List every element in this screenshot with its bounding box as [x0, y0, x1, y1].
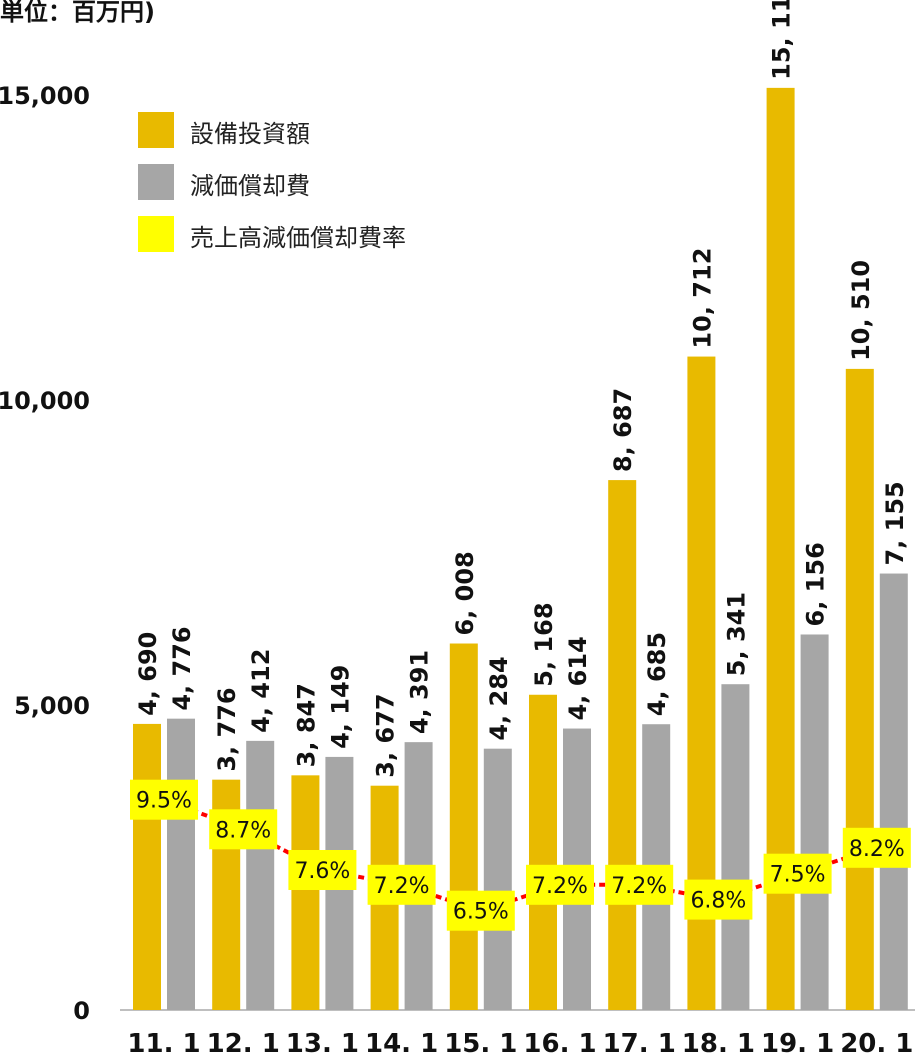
rate-label: 6.5% — [453, 900, 509, 925]
bar-capex — [845, 368, 874, 1010]
rate-label: 7.5% — [770, 863, 826, 888]
legend-swatch-rate — [138, 216, 174, 252]
x-tick-label: 16. 1 — [523, 1029, 596, 1059]
x-tick-label: 12. 1 — [207, 1029, 280, 1059]
data-label-capex: 3, 847 — [292, 683, 320, 767]
data-label-capex: 6, 008 — [451, 551, 479, 635]
legend-label-capex: 設備投資額 — [190, 120, 310, 148]
legend-label-rate: 売上高減価償却費率 — [190, 224, 406, 252]
data-label-capex: 8, 687 — [609, 388, 637, 472]
x-tick-label: 11. 1 — [127, 1029, 200, 1059]
bar-capex — [133, 723, 161, 1010]
legend-swatch-depreciation — [138, 164, 174, 200]
x-tick-label: 18. 1 — [682, 1029, 755, 1059]
data-label-depreciation: 4, 149 — [326, 665, 354, 749]
bar-depreciation — [879, 573, 908, 1010]
data-label-depreciation: 4, 412 — [247, 649, 275, 733]
rate-box — [605, 864, 674, 905]
rate-label: 7.2% — [374, 874, 430, 899]
rate-box — [130, 779, 198, 820]
bar-depreciation — [721, 684, 750, 1010]
data-label-capex: 4, 690 — [134, 632, 162, 716]
rate-box — [763, 853, 832, 894]
data-label-depreciation: 4, 614 — [564, 636, 592, 720]
bar-capex — [529, 694, 557, 1010]
x-tick-label: 14. 1 — [365, 1029, 438, 1059]
data-label-capex: 5, 168 — [530, 602, 558, 686]
legend-swatch-capex — [138, 112, 174, 148]
rate-label: 6.8% — [690, 889, 746, 914]
y-tick-label: 10,000 — [0, 387, 90, 415]
data-label-capex: 10, 510 — [847, 260, 875, 361]
data-label-capex: 15, 117 — [768, 0, 796, 80]
rate-box — [367, 864, 436, 905]
data-label-depreciation: 5, 341 — [722, 592, 750, 676]
x-tick-label: 17. 1 — [603, 1029, 676, 1059]
x-tick-label: 15. 1 — [444, 1029, 517, 1059]
y-tick-label: 15,000 — [0, 82, 90, 110]
rate-box — [446, 890, 515, 931]
data-label-depreciation: 4, 776 — [168, 626, 196, 710]
data-label-depreciation: 4, 685 — [643, 632, 671, 716]
legend-label-depreciation: 減価償却費 — [190, 172, 310, 200]
data-label-capex: 10, 712 — [688, 248, 716, 349]
data-label-capex: 3, 677 — [372, 693, 400, 777]
rate-line — [163, 797, 878, 913]
bar-depreciation — [246, 740, 275, 1010]
x-tick-label: 20. 1 — [840, 1029, 913, 1059]
rate-box — [288, 850, 357, 890]
y-tick-label: 5,000 — [14, 692, 90, 720]
bar-depreciation — [483, 748, 512, 1010]
x-tick-label: 19. 1 — [761, 1029, 834, 1059]
data-label-depreciation: 6, 156 — [802, 542, 830, 626]
data-label-capex: 3, 776 — [213, 687, 241, 771]
rate-label: 9.5% — [136, 789, 192, 814]
rate-label: 8.2% — [849, 837, 905, 862]
rate-box — [842, 827, 911, 868]
unit-label: 単位：百万円) — [0, 0, 155, 26]
rate-box — [209, 809, 278, 850]
rate-label: 8.7% — [215, 818, 271, 843]
data-label-depreciation: 4, 391 — [406, 650, 434, 734]
data-label-depreciation: 7, 155 — [881, 481, 909, 565]
y-tick-label: 0 — [73, 997, 90, 1025]
bar-depreciation — [800, 634, 829, 1010]
rate-box — [684, 879, 753, 920]
bar-capex — [449, 643, 478, 1010]
rate-label: 7.2% — [532, 874, 588, 899]
rate-label: 7.2% — [611, 874, 667, 899]
data-label-depreciation: 4, 284 — [485, 656, 513, 740]
x-tick-label: 13. 1 — [286, 1029, 359, 1059]
rate-label: 7.6% — [294, 859, 350, 884]
bar-depreciation — [167, 718, 195, 1010]
bar-capex — [608, 480, 637, 1010]
bar-capex — [291, 775, 320, 1010]
rate-box — [526, 864, 594, 905]
